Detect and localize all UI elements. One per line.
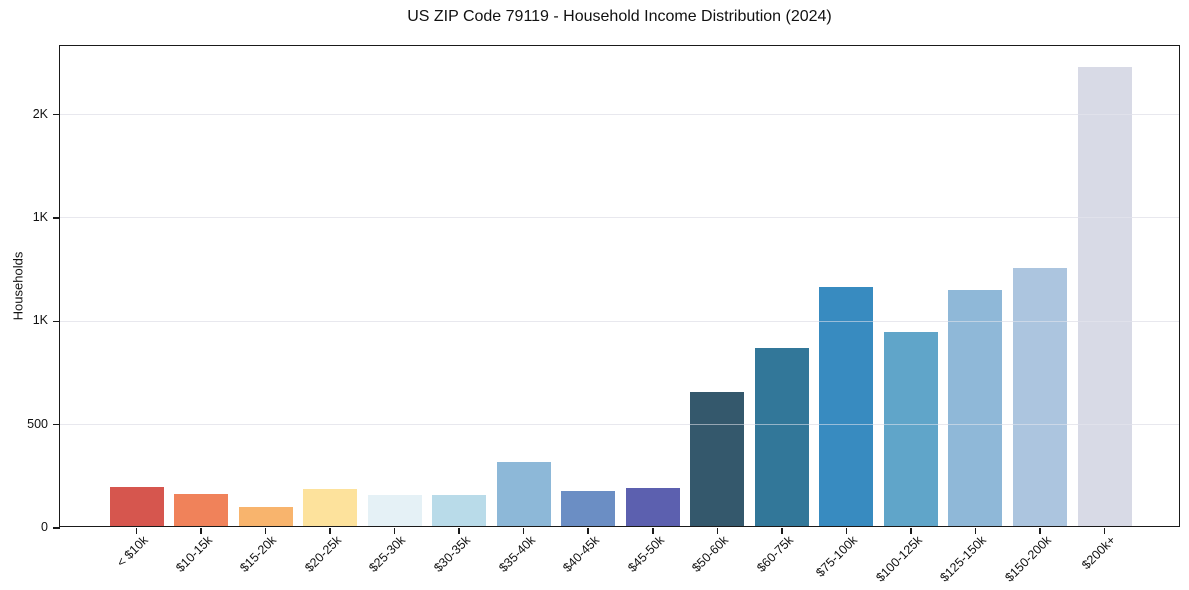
x-tick-label: $200k+ — [1079, 533, 1119, 573]
x-tick-label: $30-35k — [431, 533, 474, 575]
y-tick-mark — [53, 113, 60, 116]
bar-20-25k — [303, 488, 358, 526]
y-tick-label: 1K — [32, 313, 48, 328]
x-tick-label: $40-45k — [560, 533, 603, 575]
x-tick-label: $150-200k — [1002, 533, 1054, 585]
x-tick-mark — [1103, 528, 1106, 534]
x-tick-label: < $10k — [113, 533, 151, 570]
bar-60-75k — [754, 348, 809, 526]
bar-40-45k — [561, 490, 616, 526]
x-tick-mark — [587, 528, 589, 534]
x-tick-mark — [910, 528, 912, 534]
bar-35-40k — [496, 461, 551, 526]
bar-75-100k — [819, 287, 874, 526]
gridline — [60, 217, 1179, 219]
x-tick-mark — [781, 528, 783, 534]
bar-100-125k — [883, 331, 938, 526]
x-tick-label: $45-50k — [624, 533, 667, 575]
bar-10k — [109, 486, 164, 526]
bar-150-200k — [1012, 267, 1067, 526]
x-tick-mark — [393, 528, 396, 534]
bar-30-35k — [432, 495, 487, 526]
x-tick-label: $60-75k — [753, 533, 796, 575]
x-tick-mark — [135, 528, 138, 534]
bar-125-150k — [948, 290, 1003, 526]
bar-10-15k — [174, 493, 229, 526]
y-tick-mark — [53, 527, 60, 529]
bar-50-60k — [690, 391, 745, 526]
x-tick-mark — [522, 528, 525, 534]
y-tick-mark — [53, 423, 60, 426]
bar-25-30k — [367, 495, 422, 526]
gridline — [60, 114, 1179, 115]
x-tick-label: $50-60k — [689, 533, 732, 575]
chart-title: US ZIP Code 79119 - Household Income Dis… — [407, 8, 832, 25]
plot-area — [53, 45, 1180, 534]
x-tick-mark — [716, 528, 719, 534]
x-tick-label: $75-100k — [813, 533, 861, 580]
bar-15-20k — [238, 507, 293, 526]
x-tick-label: $15-20k — [237, 533, 280, 575]
y-tick-label: 0 — [41, 520, 48, 534]
y-tick-label: 500 — [27, 416, 48, 431]
x-tick-mark — [845, 528, 848, 534]
y-tick-label: 2K — [32, 106, 48, 121]
x-tick-mark — [264, 528, 267, 534]
x-tick-label: $25-30k — [366, 533, 409, 575]
x-tick-mark — [458, 528, 460, 534]
x-tick-mark — [200, 528, 202, 534]
gridline — [60, 320, 1179, 322]
x-tick-mark — [329, 528, 331, 534]
x-tick-mark — [974, 528, 977, 534]
x-tick-label: $10-15k — [173, 533, 215, 575]
x-tick-label: $35-40k — [495, 533, 538, 575]
y-tick-mark — [53, 217, 60, 219]
bar-45-50k — [625, 487, 680, 526]
gridline — [60, 424, 1179, 426]
x-tick-label: $125-150k — [937, 533, 990, 585]
x-tick-label: $20-25k — [302, 533, 345, 575]
x-tick-mark — [1039, 528, 1041, 534]
y-tick-label: 1K — [32, 209, 48, 224]
y-tick-mark — [53, 320, 60, 322]
x-tick-mark — [652, 528, 654, 534]
y-axis-label: Households — [10, 251, 26, 321]
x-tick-label: $100-125k — [873, 533, 925, 585]
bar-200k — [1077, 67, 1132, 526]
